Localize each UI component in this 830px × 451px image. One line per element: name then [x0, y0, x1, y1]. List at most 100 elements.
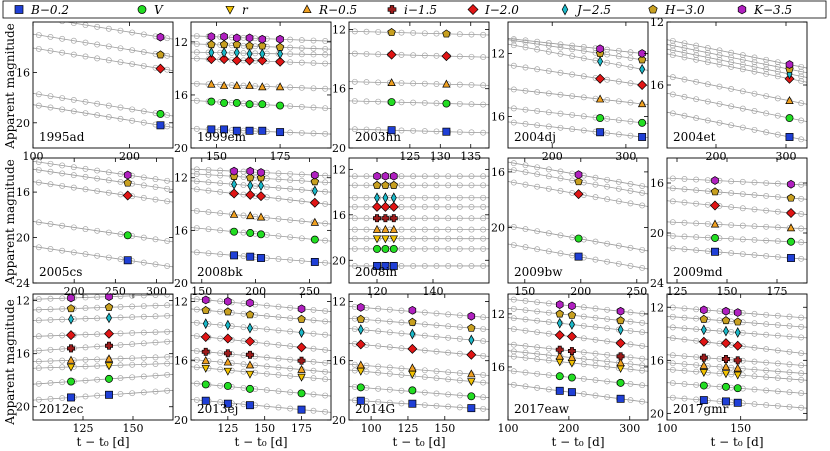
template-point — [410, 30, 417, 36]
template-point — [363, 235, 370, 242]
template-point — [152, 302, 159, 309]
template-point — [728, 250, 735, 257]
point-V — [389, 244, 398, 253]
point-R — [733, 363, 742, 372]
template-point — [240, 300, 247, 307]
template-point — [410, 127, 417, 134]
template-point — [129, 47, 136, 54]
point-K — [381, 171, 390, 181]
point-K — [245, 33, 254, 43]
template-point — [298, 171, 305, 178]
point-V — [567, 373, 576, 382]
template-point — [522, 64, 529, 71]
point-I — [257, 55, 268, 66]
template-point — [456, 324, 463, 331]
legend-marker-5 — [467, 4, 479, 15]
template-point — [693, 315, 700, 322]
template-point — [70, 51, 77, 58]
template-point — [140, 303, 147, 309]
template-point — [615, 242, 622, 249]
point-K — [733, 308, 742, 317]
point-V — [787, 237, 795, 246]
point-r — [381, 235, 390, 244]
template-point — [398, 235, 405, 242]
template-point — [604, 115, 611, 122]
template-line-H — [349, 317, 489, 330]
template-point — [217, 399, 224, 406]
template-point — [322, 38, 329, 44]
plot-area — [33, 159, 173, 269]
template-point — [480, 215, 487, 222]
point-H — [207, 40, 216, 49]
x-tick-label: 200 — [245, 285, 266, 298]
template-point — [35, 32, 42, 39]
template-point — [669, 110, 676, 117]
point-I — [732, 340, 743, 351]
template-point — [728, 204, 735, 211]
template-point — [627, 309, 634, 316]
legend-label-8: K−3.5 — [753, 3, 792, 17]
point-B — [356, 396, 365, 405]
point-K — [555, 300, 564, 309]
point-K — [233, 33, 241, 43]
panel-frame — [190, 157, 332, 284]
plot-area — [508, 36, 648, 141]
template-point — [205, 187, 212, 194]
template-point — [774, 68, 781, 75]
template-point — [480, 405, 487, 412]
template-point — [480, 326, 487, 332]
point-I — [309, 197, 320, 208]
template-point — [716, 328, 723, 334]
point-I — [244, 336, 255, 347]
template-point — [117, 314, 124, 321]
template-point — [627, 99, 634, 106]
template-point — [716, 47, 723, 54]
template-point — [263, 403, 270, 410]
template-point — [604, 325, 611, 332]
template-point — [580, 94, 587, 101]
template-point — [217, 335, 224, 342]
point-J — [258, 180, 264, 192]
template-point — [480, 245, 487, 252]
point-J — [357, 324, 364, 335]
panel-1999em: 150 175 12 16 20 1999em — [174, 21, 332, 163]
x-tick-label: 300 — [619, 422, 640, 435]
template-point — [545, 309, 552, 316]
point-H — [699, 314, 709, 323]
template-point — [774, 368, 781, 375]
template-point — [456, 215, 463, 222]
template-point — [263, 313, 270, 319]
point-I — [231, 55, 242, 66]
template-point — [164, 328, 171, 335]
template-point — [468, 129, 475, 136]
template-point — [580, 391, 587, 397]
template-point — [627, 118, 634, 125]
template-point — [615, 178, 622, 185]
template-point — [798, 239, 805, 246]
template-point — [445, 245, 452, 252]
template-point — [639, 246, 646, 253]
template-point — [669, 175, 676, 182]
point-R — [219, 80, 229, 89]
template-point — [275, 355, 282, 362]
template-point — [580, 313, 587, 320]
template-point — [59, 162, 66, 169]
template-point — [140, 194, 147, 201]
plot-area — [191, 166, 331, 266]
point-J — [382, 192, 389, 204]
point-R — [66, 355, 76, 364]
y-tick-label: 12 — [174, 295, 188, 308]
template-point — [421, 194, 428, 201]
template-point — [456, 245, 463, 252]
template-point — [510, 381, 517, 388]
template-point — [410, 99, 417, 106]
template-point — [410, 226, 417, 233]
point-K — [596, 44, 604, 54]
template-point — [569, 71, 576, 78]
point-H — [223, 307, 233, 316]
template-point — [763, 193, 770, 199]
point-K — [67, 294, 75, 303]
template-point — [456, 370, 463, 377]
template-point — [480, 129, 487, 136]
template-point — [59, 95, 66, 102]
